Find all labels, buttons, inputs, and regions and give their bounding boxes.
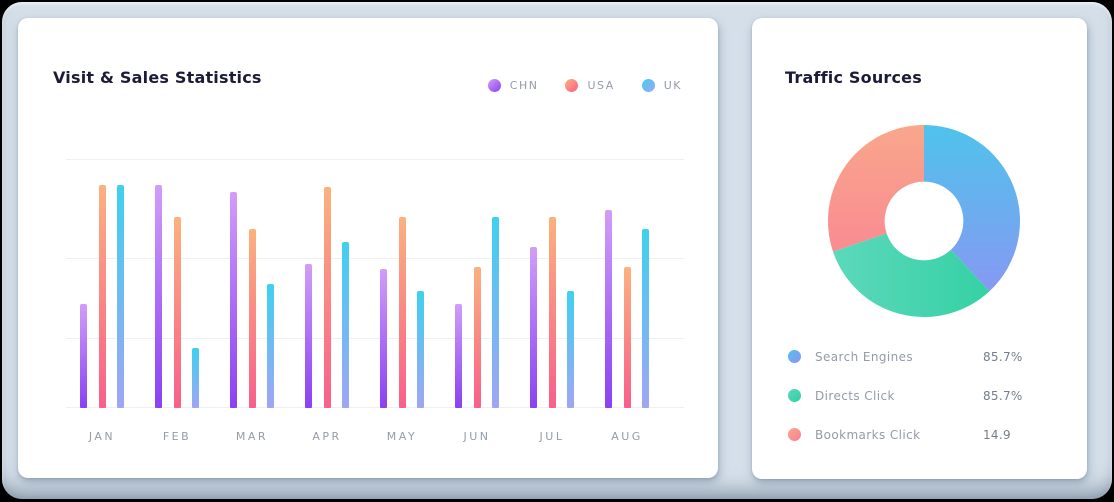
legend-row-bookmarks-click[interactable]: Bookmarks Click 14.9 xyxy=(788,427,1058,442)
bar-uk-jan xyxy=(117,184,124,408)
bar-group-apr xyxy=(305,160,349,408)
x-axis-label-jul: JUL xyxy=(539,430,565,443)
legend-item-uk[interactable]: UK xyxy=(641,79,682,92)
x-axis-label-may: MAY xyxy=(386,430,418,443)
bar-uk-apr xyxy=(342,241,349,408)
legend-label: CHN xyxy=(509,79,539,92)
x-axis-label-jun: JUN xyxy=(463,430,491,443)
legend-label: Search Engines xyxy=(815,349,914,364)
bar-chn-apr xyxy=(305,264,312,408)
visit-sales-card: Visit & Sales Statistics CHN USA UK JAN FEB… xyxy=(18,18,718,478)
bar-uk-may xyxy=(417,291,424,408)
bar-usa-jan xyxy=(98,184,106,408)
bar-group-jun xyxy=(455,160,499,408)
x-axis-label-feb: FEB xyxy=(162,430,192,443)
donut-legend: Search Engines 85.7% Directs Click 85.7% Boo… xyxy=(788,350,1058,467)
bar-uk-feb xyxy=(192,348,199,408)
bar-uk-mar xyxy=(267,284,274,408)
bar-chn-jul xyxy=(530,246,537,408)
bar-group-aug xyxy=(605,160,649,408)
bar-chn-may xyxy=(380,269,387,408)
bar-chart-plot xyxy=(66,159,684,408)
x-axis-label-apr: APR xyxy=(312,430,342,443)
legend-dot-icon xyxy=(788,428,801,441)
bar-usa-mar xyxy=(248,229,256,408)
legend-label: USA xyxy=(587,79,615,92)
bar-chart-legend: CHN USA UK xyxy=(461,79,682,92)
legend-row-directs-click[interactable]: Directs Click 85.7% xyxy=(788,388,1058,403)
legend-row-search-engines[interactable]: Search Engines 85.7% xyxy=(788,349,1058,364)
legend-dot-icon xyxy=(641,79,655,92)
bar-group-mar xyxy=(230,160,274,408)
bar-uk-jun xyxy=(492,217,499,408)
bar-chn-feb xyxy=(155,184,162,408)
legend-dot-icon xyxy=(788,350,801,363)
legend-value: 85.7% xyxy=(983,389,1023,403)
donut-chart xyxy=(828,125,1020,318)
bar-chn-jun xyxy=(455,303,462,408)
donut-segment-search-engines xyxy=(924,125,1020,292)
bar-group-feb xyxy=(155,160,199,408)
x-axis-label-jan: JAN xyxy=(88,430,116,443)
bar-chart-x-axis: JAN FEB MAR APR MAY JUN JUL AUG xyxy=(66,430,684,443)
bar-usa-may xyxy=(398,217,406,408)
gridline xyxy=(66,258,684,260)
traffic-sources-title: Traffic Sources xyxy=(785,68,922,87)
bar-group-jul xyxy=(530,160,574,408)
x-axis-label-aug: AUG xyxy=(611,430,643,443)
legend-dot-icon xyxy=(565,79,579,92)
bar-uk-aug xyxy=(642,229,649,408)
bar-chart-bars xyxy=(66,160,684,408)
legend-item-chn[interactable]: CHN xyxy=(487,79,539,92)
bar-usa-feb xyxy=(173,217,181,408)
bar-uk-jul xyxy=(567,291,574,408)
bar-group-jan xyxy=(80,160,124,408)
legend-label: Bookmarks Click xyxy=(815,427,921,442)
visit-sales-title: Visit & Sales Statistics xyxy=(53,68,262,87)
legend-value: 14.9 xyxy=(983,428,1011,442)
legend-dot-icon xyxy=(487,79,501,92)
bar-chn-mar xyxy=(230,192,237,408)
bar-usa-jul xyxy=(548,217,556,408)
traffic-sources-card: Traffic Sources Search Engines 85.7% Direc… xyxy=(752,18,1087,479)
legend-label: UK xyxy=(663,79,682,92)
x-axis-label-mar: MAR xyxy=(235,430,269,443)
bar-usa-jun xyxy=(473,266,481,408)
bar-usa-aug xyxy=(623,266,631,408)
donut-segment-directs-click xyxy=(832,233,990,318)
bar-group-may xyxy=(380,160,424,408)
gridline xyxy=(66,337,684,339)
gridline xyxy=(66,407,684,408)
donut-segment-bookmarks-click xyxy=(828,125,924,252)
gridline xyxy=(66,159,684,160)
legend-item-usa[interactable]: USA xyxy=(565,79,614,92)
legend-label: Directs Click xyxy=(815,388,895,403)
legend-value: 85.7% xyxy=(983,350,1023,364)
bar-chn-aug xyxy=(605,209,612,408)
bar-usa-apr xyxy=(323,187,331,408)
bar-chn-jan xyxy=(80,303,87,408)
legend-dot-icon xyxy=(788,389,801,402)
